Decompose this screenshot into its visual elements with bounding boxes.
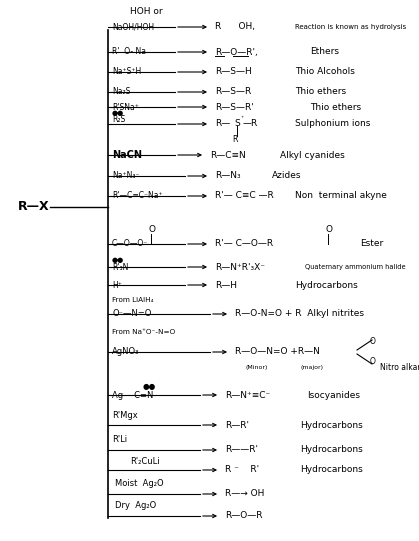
Text: R'— C≡C —R: R'— C≡C —R — [215, 192, 274, 201]
Text: R—C≡N: R—C≡N — [210, 150, 246, 160]
Text: R—S—R': R—S—R' — [215, 102, 254, 111]
Text: R'—C≡C⁻Na⁺: R'—C≡C⁻Na⁺ — [112, 192, 163, 201]
Text: Alkyl cyanides: Alkyl cyanides — [280, 150, 345, 160]
Text: Thio ethers: Thio ethers — [295, 88, 346, 96]
Text: Sulphonium ions: Sulphonium ions — [295, 120, 370, 129]
Text: R—R': R—R' — [225, 420, 249, 430]
Text: O: O — [370, 338, 376, 346]
Text: R'  O- Na: R' O- Na — [112, 48, 146, 56]
Text: AgNO₃: AgNO₃ — [112, 347, 140, 357]
Text: H⁺: H⁺ — [112, 280, 122, 289]
Text: NaCN: NaCN — [112, 150, 142, 160]
Text: R'— C—O—R: R'— C—O—R — [215, 240, 273, 248]
Text: Ag —C≡N: Ag —C≡N — [112, 391, 153, 399]
Text: Reaction is known as hydrolysis: Reaction is known as hydrolysis — [295, 24, 406, 30]
Text: R'₂CuLi: R'₂CuLi — [130, 458, 160, 466]
Text: O: O — [370, 358, 376, 366]
Text: O⁻—N=O: O⁻—N=O — [112, 309, 151, 319]
Text: R—O-N=O + R  Alkyl nitrites: R—O-N=O + R Alkyl nitrites — [235, 309, 364, 319]
Text: C—O—O⁻: C—O—O⁻ — [112, 240, 148, 248]
Text: R: R — [232, 135, 238, 144]
Text: From LiAlH₄: From LiAlH₄ — [112, 297, 154, 303]
Text: Na₂S: Na₂S — [112, 88, 130, 96]
Text: R₂S: R₂S — [112, 115, 125, 124]
Text: R'SNa⁺: R'SNa⁺ — [112, 102, 139, 111]
Text: R—H: R—H — [215, 280, 237, 289]
Text: From Na⁺O⁻-N=O: From Na⁺O⁻-N=O — [112, 329, 175, 335]
Text: R'Li: R'Li — [112, 436, 127, 445]
Text: Ethers: Ethers — [310, 48, 339, 56]
Text: ●●: ●● — [143, 382, 156, 392]
Text: —R: —R — [243, 120, 258, 129]
Text: R      OH,: R OH, — [215, 23, 255, 31]
Text: R'Mgx: R'Mgx — [112, 411, 138, 419]
Text: ⁺: ⁺ — [241, 116, 244, 122]
Text: R ⁻    R': R ⁻ R' — [225, 465, 259, 474]
Text: Hydrocarbons: Hydrocarbons — [300, 420, 363, 430]
Text: Isocyanides: Isocyanides — [307, 391, 360, 399]
Text: O: O — [325, 226, 332, 234]
Text: ●●: ●● — [112, 110, 124, 116]
Text: Thio ethers: Thio ethers — [310, 102, 361, 111]
Text: R—: R— — [215, 120, 230, 129]
Text: Thio Alcohols: Thio Alcohols — [295, 68, 355, 76]
Text: Hydrocarbons: Hydrocarbons — [295, 280, 358, 289]
Text: S: S — [234, 120, 240, 129]
Text: R—X: R—X — [18, 201, 49, 214]
Text: R—S—H: R—S—H — [215, 68, 252, 76]
Text: Na⁺N₃⁻: Na⁺N₃⁻ — [112, 171, 140, 181]
Text: R—→ OH: R—→ OH — [225, 490, 264, 498]
Text: R—O—R: R—O—R — [225, 511, 262, 520]
Text: R—S—R: R—S—R — [215, 88, 251, 96]
Text: Quaternary ammonium halide: Quaternary ammonium halide — [305, 264, 406, 270]
Text: Hydrocarbons: Hydrocarbons — [300, 445, 363, 454]
Text: Dry  Ag₂O: Dry Ag₂O — [115, 502, 156, 511]
Text: R—N⁺≡C⁻: R—N⁺≡C⁻ — [225, 391, 270, 399]
Text: (major): (major) — [300, 366, 323, 371]
Text: R'₃N: R'₃N — [112, 262, 128, 272]
Text: Hydrocarbons: Hydrocarbons — [300, 465, 363, 474]
Text: Moist  Ag₂O: Moist Ag₂O — [115, 479, 164, 489]
Text: Ester: Ester — [360, 240, 383, 248]
Text: Nitro alkanes: Nitro alkanes — [380, 364, 419, 373]
Text: R——R': R——R' — [225, 445, 258, 454]
Text: Non  terminal akyne: Non terminal akyne — [295, 192, 387, 201]
Text: (Minor): (Minor) — [245, 366, 267, 371]
Text: R—N₃: R—N₃ — [215, 171, 241, 181]
Text: HOH or: HOH or — [130, 8, 163, 16]
Text: R—O—R',: R—O—R', — [215, 48, 258, 56]
Text: ●●: ●● — [112, 257, 124, 263]
Text: Azides: Azides — [272, 171, 302, 181]
Text: O: O — [148, 226, 155, 234]
Text: R—N⁺R'₃X⁻: R—N⁺R'₃X⁻ — [215, 262, 265, 272]
Text: NaOH/HOH: NaOH/HOH — [112, 23, 154, 31]
Text: R—O—N=O +R—N: R—O—N=O +R—N — [235, 347, 320, 357]
Text: Na⁺S⁺H: Na⁺S⁺H — [112, 68, 141, 76]
